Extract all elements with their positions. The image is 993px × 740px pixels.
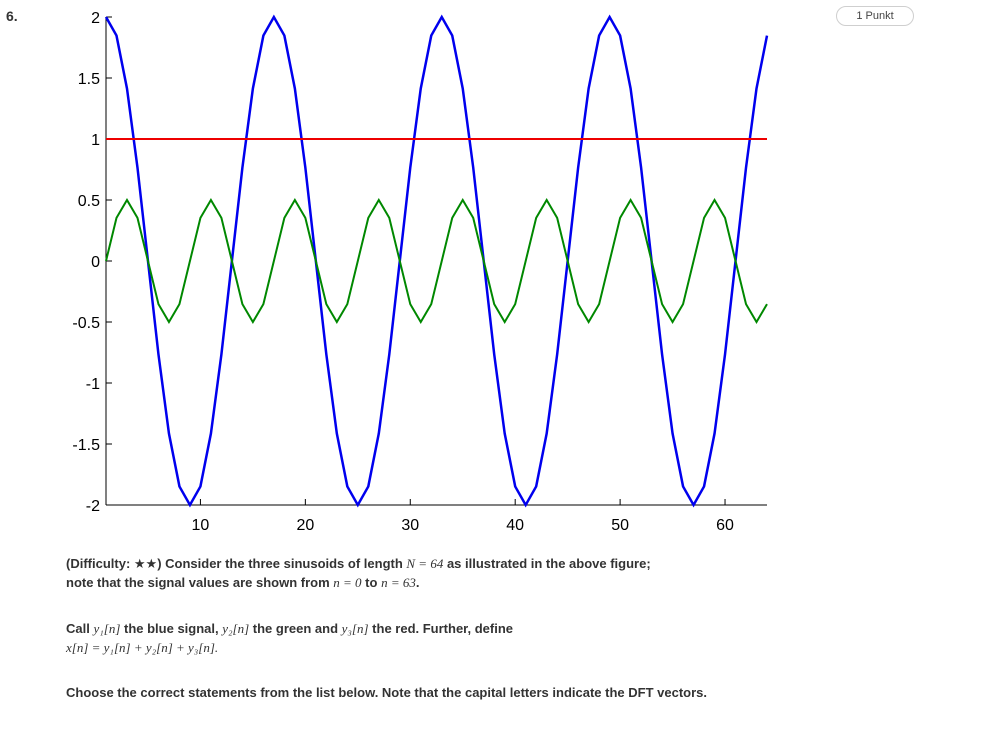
- y-tick-label: -1.5: [72, 437, 100, 454]
- y3-symbol: y₃[n]: [341, 621, 369, 636]
- x-tick-label: 60: [716, 517, 734, 534]
- question-number: 6.: [6, 8, 18, 24]
- y-tick-label: 0.5: [78, 193, 100, 210]
- def-a: Call: [66, 621, 94, 636]
- y-tick-label: -2: [86, 498, 100, 515]
- signal-definition: Call y₁[n] the blue signal, y₂[n] the gr…: [66, 619, 786, 657]
- intro-rest: as illustrated in the above figure;: [443, 556, 651, 571]
- y-tick-label: 2: [91, 10, 100, 27]
- range-to-word: to: [361, 575, 382, 590]
- y-tick-label: -1: [86, 376, 100, 393]
- x-tick-label: 30: [401, 517, 419, 534]
- signal-plot: 2 1.5 1 0.5 0 -0.5 -1 -1.5 -2 10 20 30 40 50 60: [72, 10, 769, 534]
- intro-prefix: (Difficulty:: [66, 556, 134, 571]
- x-tick-label: 20: [296, 517, 314, 534]
- sum-formula: x[n] = y₁[n] + y₂[n] + y₃[n].: [66, 640, 219, 655]
- series-line-1: [104, 14, 769, 508]
- def-b: the blue signal,: [120, 621, 223, 636]
- y-tick-label: -0.5: [72, 315, 100, 332]
- length-formula: N = 64: [406, 556, 444, 571]
- x-tick-label: 10: [192, 517, 210, 534]
- plot-series: [104, 14, 769, 508]
- y2-symbol: y₂[n]: [222, 621, 250, 636]
- x-tick-label: 50: [611, 517, 629, 534]
- y-tick-label: 1.5: [78, 71, 100, 88]
- instructions: Choose the correct statements from the l…: [66, 685, 707, 700]
- x-tick-label: 40: [506, 517, 524, 534]
- series-line-2: [105, 198, 768, 324]
- y-tick-label: 1: [91, 132, 100, 149]
- range-from: n = 0: [333, 575, 362, 590]
- intro-end: .: [415, 575, 420, 590]
- def-d: the red. Further, define: [368, 621, 514, 636]
- def-c: the green and: [249, 621, 342, 636]
- y1-symbol: y₁[n]: [93, 621, 121, 636]
- y-tick-label: 0: [91, 254, 100, 271]
- points-badge: 1 Punkt: [836, 6, 914, 26]
- difficulty-stars: ★★: [133, 556, 158, 571]
- intro-line2: note that the signal values are shown fr…: [66, 575, 334, 590]
- question-intro: (Difficulty: ★★) Consider the three sinu…: [66, 554, 786, 592]
- range-to: n = 63: [381, 575, 416, 590]
- intro-mid: ) Consider the three sinusoids of length: [157, 556, 407, 571]
